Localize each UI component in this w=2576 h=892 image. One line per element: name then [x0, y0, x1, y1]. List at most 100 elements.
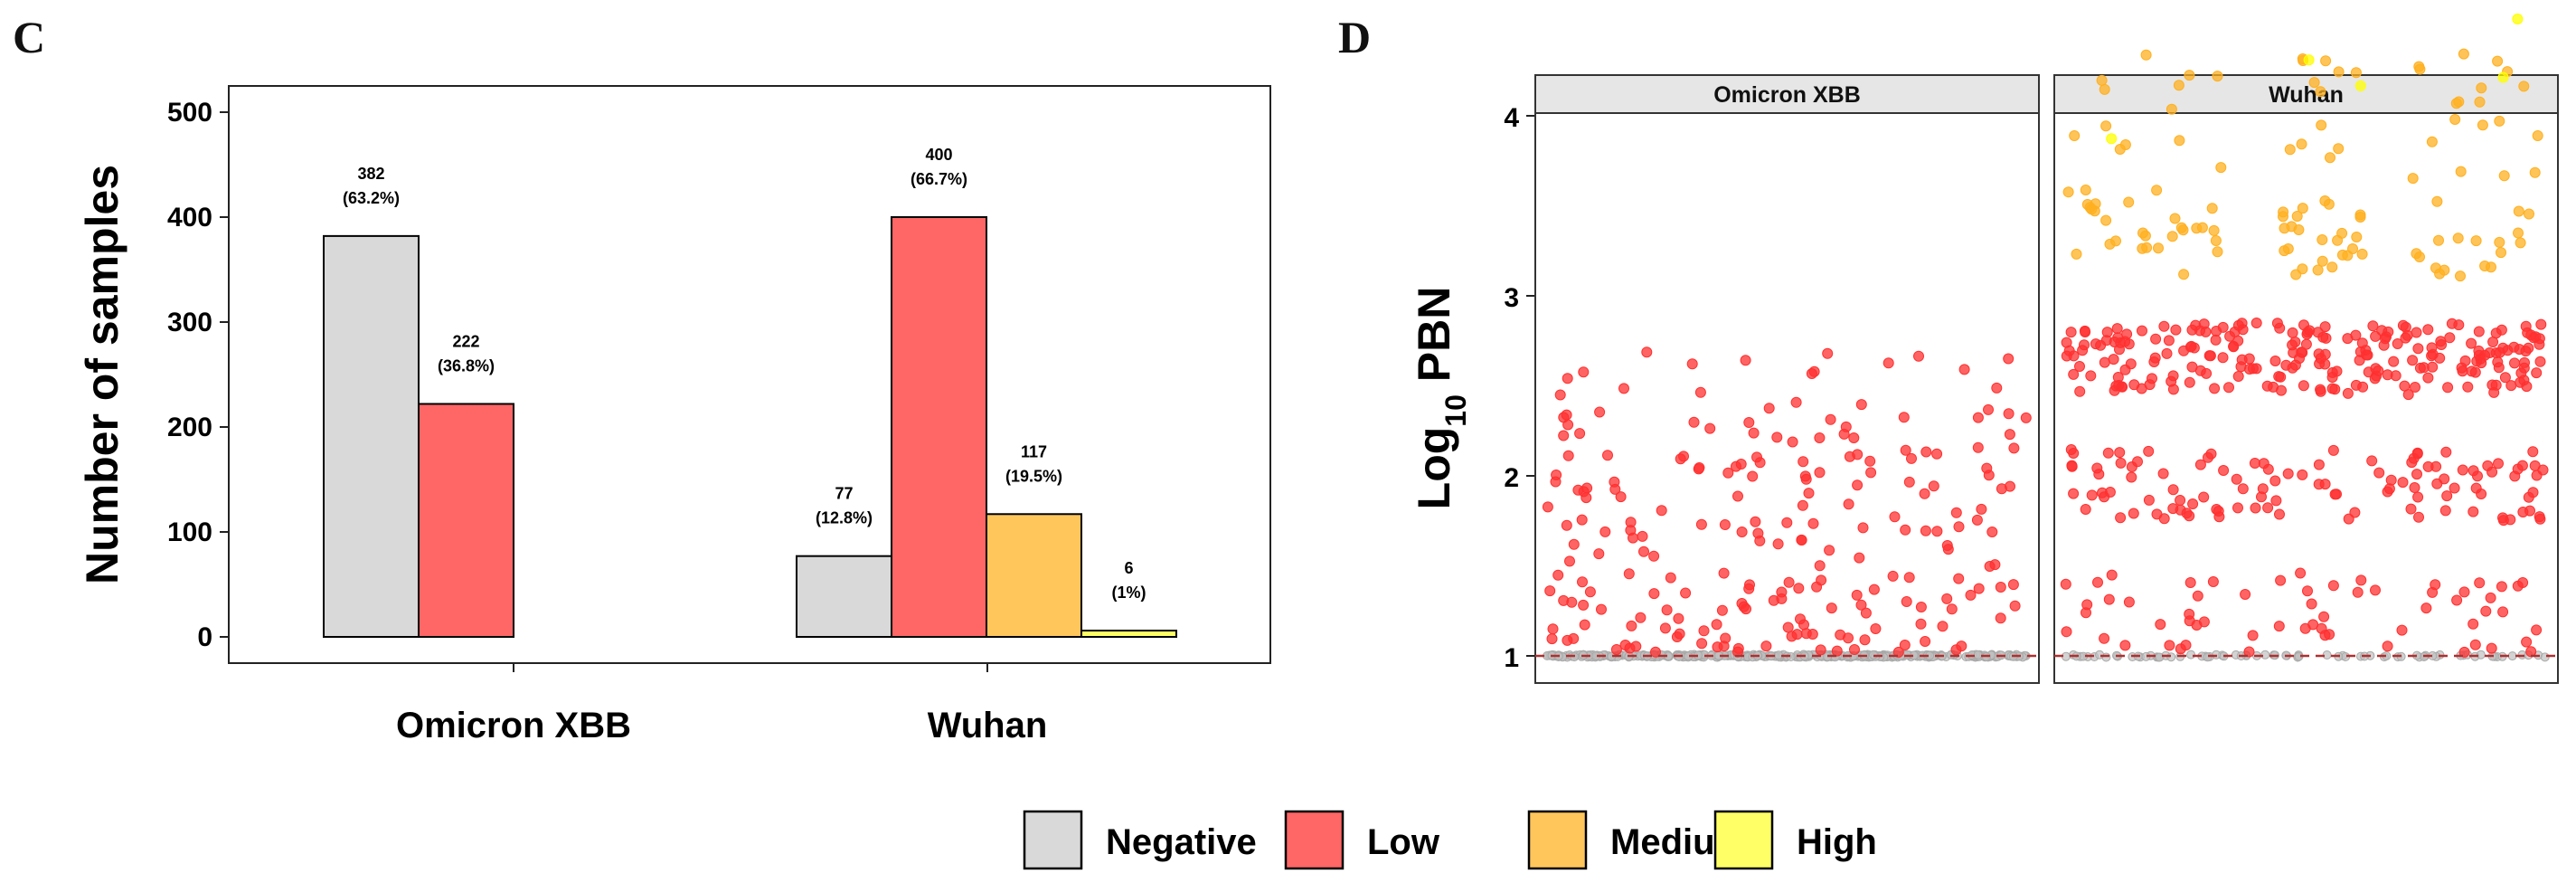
- data-point-low-omicron-xbb: [1618, 383, 1629, 394]
- data-point-low-omicron-xbb: [1628, 532, 1638, 544]
- data-point-low-wuhan: [2367, 320, 2379, 332]
- data-point-medium-wuhan: [2080, 185, 2091, 195]
- data-point-low-omicron-xbb: [1630, 641, 1642, 652]
- data-point-low-omicron-xbb: [1807, 517, 1819, 529]
- data-point-low-wuhan: [2217, 352, 2229, 364]
- data-point-low-wuhan: [2132, 456, 2143, 468]
- data-point-high-wuhan: [2512, 14, 2524, 24]
- data-point-low-wuhan: [2439, 473, 2450, 485]
- data-point-low-wuhan: [2497, 606, 2509, 618]
- data-point-low-wuhan: [2411, 469, 2422, 480]
- data-point-low-wuhan: [2496, 581, 2507, 593]
- data-point-low-omicron-xbb: [1554, 389, 1566, 401]
- data-point-low-wuhan: [2439, 505, 2451, 517]
- data-point-low-wuhan: [2326, 383, 2338, 394]
- y-tick-label: 400: [167, 203, 212, 232]
- data-point-low-wuhan: [2297, 469, 2308, 480]
- data-point-low-wuhan: [2112, 372, 2124, 383]
- data-point-medium-wuhan: [2212, 246, 2223, 258]
- data-point-low-omicron-xbb: [1995, 612, 2006, 624]
- data-point-low-wuhan: [2060, 578, 2071, 590]
- data-point-medium-wuhan: [2279, 223, 2290, 234]
- data-point-low-wuhan: [2274, 322, 2286, 334]
- data-point-low-wuhan: [2342, 387, 2354, 399]
- data-point-low-omicron-xbb: [1855, 599, 1867, 611]
- data-point-low-wuhan: [2210, 334, 2222, 346]
- data-point-medium-wuhan: [2317, 255, 2328, 267]
- data-point-low-wuhan: [2228, 340, 2240, 352]
- data-point-low-wuhan: [2232, 502, 2243, 514]
- data-point-low-wuhan: [2237, 483, 2249, 495]
- data-point-low-omicron-xbb: [1860, 607, 1872, 619]
- data-point-low-wuhan: [2161, 347, 2173, 359]
- data-point-low-omicron-xbb: [1848, 432, 1860, 443]
- data-point-low-omicron-xbb: [1972, 412, 1984, 423]
- data-point-low-wuhan: [2427, 586, 2439, 598]
- data-point-medium-wuhan: [2153, 242, 2164, 254]
- data-point-low-omicron-xbb: [1566, 596, 1578, 608]
- data-point-low-wuhan: [2446, 318, 2458, 329]
- data-point-low-omicron-xbb: [1865, 467, 1877, 479]
- bar-value-label: 382: [357, 165, 384, 183]
- data-point-low-wuhan: [2289, 337, 2301, 347]
- data-point-low-wuhan: [2449, 482, 2460, 494]
- data-point-medium-wuhan: [2100, 214, 2112, 226]
- data-point-low-wuhan: [2399, 380, 2411, 392]
- data-point-low-wuhan: [2469, 639, 2481, 650]
- y-axis-title: Number of samples: [77, 165, 127, 584]
- y-tick-label: 3: [1504, 283, 1519, 313]
- legend-swatch-medium: [1527, 810, 1588, 870]
- panel-letter-d: D: [1338, 12, 1371, 62]
- data-point-medium-wuhan: [2455, 270, 2466, 282]
- data-point-low-wuhan: [2306, 598, 2317, 610]
- data-point-low-omicron-xbb: [2004, 429, 2015, 441]
- data-point-low-omicron-xbb: [1763, 403, 1775, 414]
- data-point-low-wuhan: [2163, 335, 2175, 346]
- data-point-low-omicron-xbb: [1547, 623, 1559, 635]
- data-point-medium-wuhan: [2529, 166, 2541, 178]
- data-point-medium-wuhan: [2297, 203, 2308, 214]
- data-point-low-omicron-xbb: [1889, 511, 1901, 523]
- data-point-low-wuhan: [2209, 383, 2221, 394]
- data-point-medium-wuhan: [2114, 144, 2126, 155]
- data-point-low-wuhan: [2531, 367, 2543, 379]
- data-point-low-wuhan: [2300, 338, 2312, 350]
- data-point-low-omicron-xbb: [1740, 355, 1751, 366]
- data-point-medium-wuhan: [2141, 242, 2153, 253]
- bar-percent-label: (12.8%): [816, 509, 873, 527]
- bar-low-omicron-xbb: [418, 403, 514, 638]
- data-point-low-omicron-xbb: [1648, 550, 1660, 562]
- data-point-low-omicron-xbb: [1776, 593, 1788, 604]
- data-point-medium-wuhan: [2069, 130, 2081, 141]
- bar-percent-label: (66.7%): [911, 170, 967, 188]
- data-point-low-wuhan: [2474, 577, 2486, 589]
- data-point-low-wuhan: [2369, 373, 2381, 384]
- data-point-low-wuhan: [2243, 646, 2255, 658]
- data-point-medium-wuhan: [2413, 61, 2425, 72]
- data-point-low-omicron-xbb: [1953, 573, 1965, 584]
- bar-high-wuhan: [1080, 630, 1177, 638]
- data-point-low-wuhan: [2493, 458, 2504, 470]
- data-point-low-omicron-xbb: [1678, 451, 1689, 462]
- data-point-low-omicron-xbb: [1722, 467, 1734, 479]
- data-point-low-omicron-xbb: [1931, 526, 1943, 537]
- data-point-low-omicron-xbb: [1577, 576, 1588, 588]
- data-point-low-wuhan: [2273, 621, 2285, 632]
- data-point-low-wuhan: [2224, 330, 2236, 342]
- data-point-low-wuhan: [2207, 576, 2219, 587]
- data-point-low-wuhan: [2295, 567, 2307, 579]
- data-point-low-omicron-xbb: [1561, 409, 1572, 421]
- data-point-low-omicron-xbb: [1610, 644, 1622, 655]
- data-point-low-omicron-xbb: [1562, 450, 1574, 461]
- data-point-low-omicron-xbb: [1892, 646, 1904, 658]
- data-point-low-omicron-xbb: [2003, 353, 2015, 365]
- data-point-medium-wuhan: [2290, 269, 2302, 280]
- data-point-low-wuhan: [2111, 323, 2123, 335]
- data-point-low-wuhan: [2068, 488, 2080, 499]
- data-point-low-wuhan: [2086, 489, 2098, 501]
- data-point-low-wuhan: [2247, 363, 2259, 375]
- data-point-low-wuhan: [2362, 349, 2373, 361]
- data-point-low-omicron-xbb: [1648, 588, 1660, 600]
- data-point-low-wuhan: [2509, 470, 2521, 482]
- data-point-low-omicron-xbb: [1913, 350, 1924, 362]
